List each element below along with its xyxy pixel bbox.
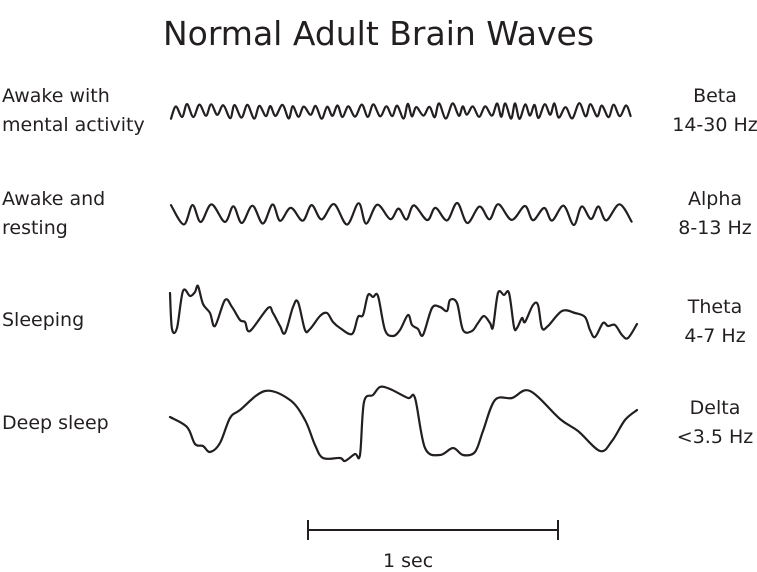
band-label-beta: Beta 14-30 Hz (672, 85, 757, 136)
band-label-theta: Theta 4-7 Hz (684, 296, 746, 347)
theta-wave (168, 284, 639, 340)
state-label-beta: Awake with mental activity (2, 85, 145, 136)
beta-wave (169, 102, 632, 121)
scale-bar-label: 1 sec (383, 550, 434, 572)
delta-wave (168, 385, 639, 463)
band-label-alpha: Alpha 8-13 Hz (678, 188, 752, 239)
state-label-delta: Deep sleep (2, 412, 109, 434)
alpha-wave (169, 201, 633, 227)
state-label-theta: Sleeping (2, 309, 85, 331)
state-label-alpha: Awake and resting (2, 188, 106, 239)
diagram-title: Normal Adult Brain Waves (162, 14, 595, 53)
band-label-delta: Delta <3.5 Hz (676, 397, 754, 448)
